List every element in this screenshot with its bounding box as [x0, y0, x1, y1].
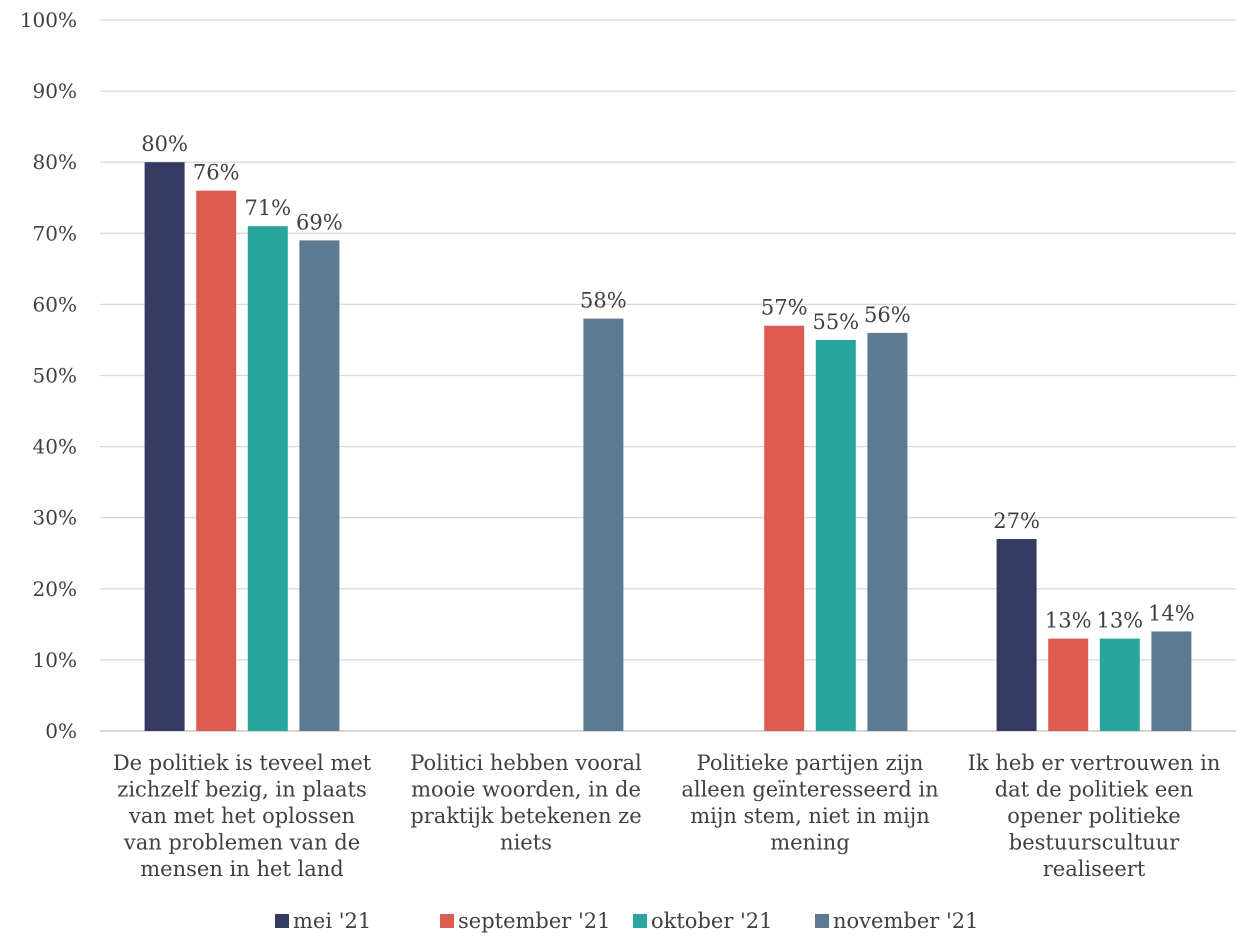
- y-tick-label: 10%: [33, 648, 77, 672]
- bar: [996, 539, 1037, 731]
- y-tick-label: 0%: [45, 719, 77, 743]
- category-label: Politici hebben vooral: [410, 751, 642, 775]
- bar: [144, 162, 185, 731]
- category-label: alleen geïnteresseerd in: [681, 778, 938, 802]
- legend-item: oktober '21: [633, 909, 773, 933]
- legend-item: november '21: [815, 909, 978, 933]
- category-label: Ik heb er vertrouwen in: [968, 751, 1221, 775]
- legend-swatch: [815, 914, 829, 928]
- category-label: opener politieke: [1007, 804, 1180, 828]
- gridlines: [100, 19, 1236, 732]
- data-labels: 80% 27% 76% 57% 13% 71% 55% 13% 69% 58% 56% 14%: [141, 132, 1194, 632]
- bar: [299, 240, 340, 731]
- y-tick-label: 20%: [33, 577, 77, 601]
- data-label: 56%: [864, 303, 911, 327]
- category-label: niets: [500, 831, 552, 855]
- data-label: 14%: [1148, 601, 1195, 625]
- category-label: praktijk betekenen ze: [410, 804, 641, 828]
- bar: [1099, 638, 1140, 731]
- category-label: mooie woorden, in de: [411, 778, 641, 802]
- legend-label: september '21: [458, 909, 611, 933]
- y-tick-label: 60%: [33, 292, 77, 316]
- category-label: De politiek is teveel met: [113, 751, 372, 775]
- category-label: zichzelf bezig, in plaats: [117, 778, 367, 802]
- category-label: mijn stem, niet in mijn: [690, 804, 930, 828]
- legend: mei '21 september '21 oktober '21 november …: [275, 909, 978, 933]
- legend-swatch: [440, 914, 454, 928]
- category-label: mening: [770, 831, 850, 855]
- bars: [144, 162, 1192, 731]
- category-label: realiseert: [1043, 857, 1146, 881]
- data-label: 58%: [580, 289, 627, 313]
- legend-label: oktober '21: [651, 909, 773, 933]
- data-label: 80%: [141, 132, 188, 156]
- bar: [247, 226, 288, 731]
- y-tick-label: 80%: [33, 150, 77, 174]
- data-label: 57%: [761, 296, 808, 320]
- category-label: mensen in het land: [140, 857, 343, 881]
- legend-swatch: [633, 914, 647, 928]
- data-label: 27%: [993, 509, 1040, 533]
- data-label: 71%: [244, 196, 291, 220]
- y-axis: 0% 10% 20% 30% 40% 50% 60% 70% 80% 90% 100%: [20, 8, 77, 743]
- category-label: bestuurscultuur: [1009, 831, 1180, 855]
- data-label: 13%: [1045, 609, 1092, 633]
- y-tick-label: 50%: [33, 364, 77, 388]
- legend-label: november '21: [833, 909, 978, 933]
- bar: [764, 325, 805, 731]
- legend-label: mei '21: [293, 909, 371, 933]
- bar: [1048, 638, 1089, 731]
- y-tick-label: 40%: [33, 435, 77, 459]
- legend-item: september '21: [440, 909, 611, 933]
- category-label: van met het oplossen: [128, 804, 355, 828]
- bar: [196, 190, 237, 731]
- category-label: Politieke partijen zijn: [697, 751, 924, 775]
- x-axis: De politiek is teveel met zichzelf bezig,…: [113, 751, 1221, 881]
- category-label: dat de politiek een: [995, 778, 1194, 802]
- y-tick-label: 90%: [33, 79, 77, 103]
- data-label: 69%: [296, 210, 343, 234]
- bar: [583, 318, 624, 731]
- y-tick-label: 100%: [20, 8, 77, 32]
- legend-swatch: [275, 914, 289, 928]
- y-tick-label: 30%: [33, 506, 77, 530]
- bar: [1151, 631, 1192, 731]
- data-label: 13%: [1096, 609, 1143, 633]
- legend-item: mei '21: [275, 909, 371, 933]
- bar: [815, 339, 856, 731]
- bar: [867, 332, 908, 731]
- data-label: 76%: [193, 161, 240, 185]
- category-label: van problemen van de: [123, 831, 360, 855]
- data-label: 55%: [812, 310, 859, 334]
- y-tick-label: 70%: [33, 221, 77, 245]
